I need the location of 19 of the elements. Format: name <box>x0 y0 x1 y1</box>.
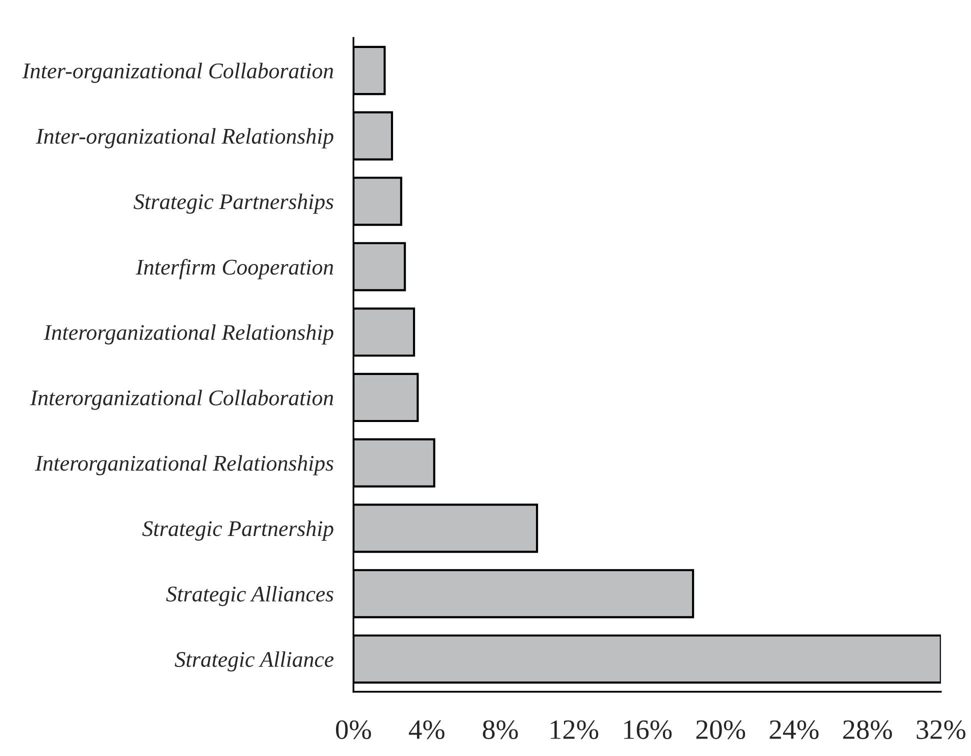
x-tick-label: 32% <box>916 720 966 740</box>
y-tick-label: Interfirm Cooperation <box>136 258 334 280</box>
x-tick-label: 16% <box>624 720 672 740</box>
x-tick-label: 20% <box>696 720 746 740</box>
x-tick-label: 4% <box>408 720 444 740</box>
x-tick-label: 24% <box>770 720 819 740</box>
y-tick-label: Strategic Alliance <box>174 651 334 672</box>
x-tick-label: 0% <box>336 720 372 740</box>
y-tick-label: Interorganizational Relationships <box>34 455 334 476</box>
x-tick-label: 12% <box>550 720 598 740</box>
y-tick-label: Interorganizational Collaboration <box>30 390 334 410</box>
y-tick-label: Inter-organizational Relationship <box>36 128 334 148</box>
y-tick-label: Strategic Partnerships <box>134 194 334 214</box>
x-tick-label: 28% <box>843 720 892 740</box>
y-tick-label: Strategic Alliances <box>166 586 334 606</box>
x-tick-label: 8% <box>482 720 518 740</box>
y-tick-label: Strategic Partnership <box>142 520 334 541</box>
y-tick-label: Interorganizational Relationship <box>44 324 334 345</box>
y-tick-label: Inter-organizational Collaboration <box>22 62 334 83</box>
